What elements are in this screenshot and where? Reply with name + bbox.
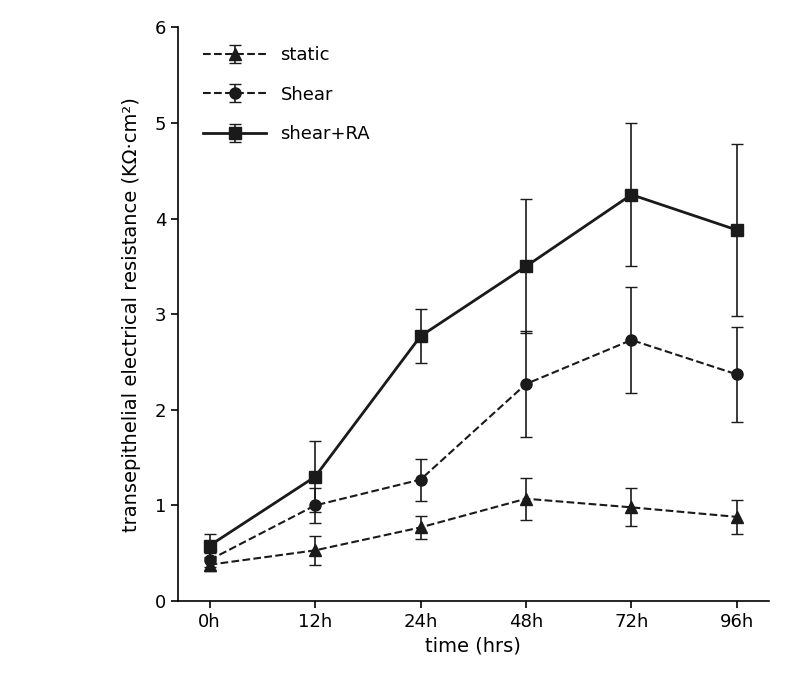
X-axis label: time (hrs): time (hrs) <box>426 637 521 656</box>
Legend: static, Shear, shear+RA: static, Shear, shear+RA <box>196 39 378 150</box>
Y-axis label: transepithelial electrical resistance (KΩ·cm²): transepithelial electrical resistance (K… <box>122 97 141 531</box>
